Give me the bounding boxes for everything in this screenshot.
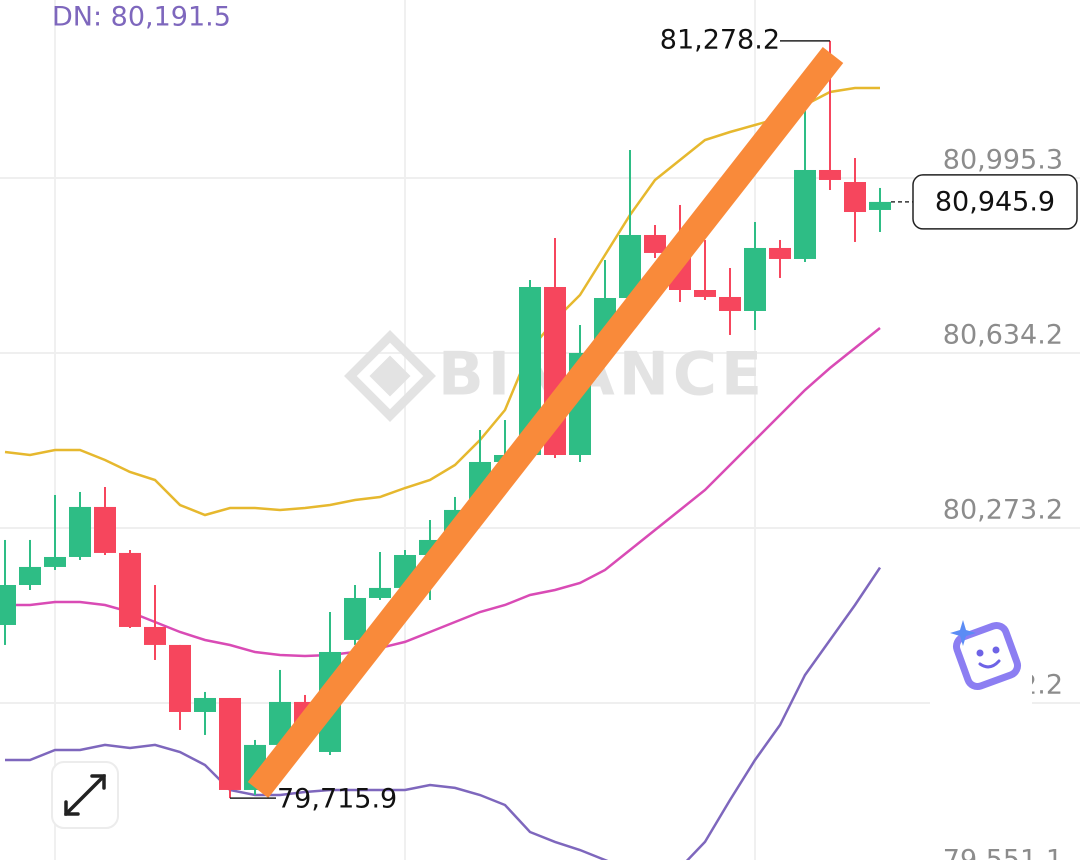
- candle-body: [794, 169, 816, 259]
- last-price-box: [912, 174, 1078, 230]
- assistant-eye: [976, 649, 984, 657]
- candle-body: [819, 169, 841, 180]
- y-tick-label: 80,995.3: [943, 144, 1063, 175]
- candle-body: [744, 247, 766, 311]
- candle-body: [844, 182, 866, 213]
- candle-body: [219, 697, 241, 790]
- candle-body: [94, 506, 116, 553]
- band-line: [5, 566, 882, 860]
- candle-body: [144, 626, 166, 645]
- candle-body: [619, 234, 641, 298]
- candle-body: [694, 290, 716, 297]
- assistant-mouth: [978, 659, 1001, 669]
- y-tick-label: 80,273.2: [943, 494, 1063, 525]
- candle-body: [0, 584, 16, 625]
- candle-body: [369, 587, 391, 598]
- trend-line: [247, 46, 844, 799]
- candle-body: [769, 247, 791, 259]
- candle-body: [869, 201, 891, 210]
- expand-button[interactable]: [51, 761, 119, 829]
- band-line: [5, 327, 881, 658]
- band-line: [4, 86, 880, 517]
- assistant-icon-frame[interactable]: [952, 621, 1022, 691]
- watermark-logo: [344, 330, 436, 422]
- min-label: 79,715.9: [277, 784, 397, 815]
- candle-body: [519, 286, 541, 455]
- candle-body: [719, 296, 741, 311]
- candle-body: [19, 566, 41, 585]
- max-label: 81,278.2: [660, 24, 780, 55]
- y-tick-label: 79,551.1: [943, 845, 1063, 860]
- candle-body: [644, 234, 666, 253]
- assistant-sparkle: [950, 620, 976, 646]
- vertical-grid: [54, 0, 756, 860]
- candle-body: [69, 506, 91, 557]
- assistant-eye: [992, 646, 1000, 654]
- y-tick-label: 80,634.2: [943, 320, 1063, 351]
- candle-body: [44, 556, 66, 567]
- legend-label: DN: 80,191.5: [52, 2, 231, 33]
- candle-body: [344, 597, 366, 640]
- candle-body: [194, 697, 216, 712]
- assistant-button[interactable]: [930, 620, 1032, 704]
- expand-icon: [64, 774, 106, 816]
- candle-body: [169, 644, 191, 712]
- candle-body: [119, 552, 141, 627]
- last-price-label: 80,945.9: [935, 186, 1055, 217]
